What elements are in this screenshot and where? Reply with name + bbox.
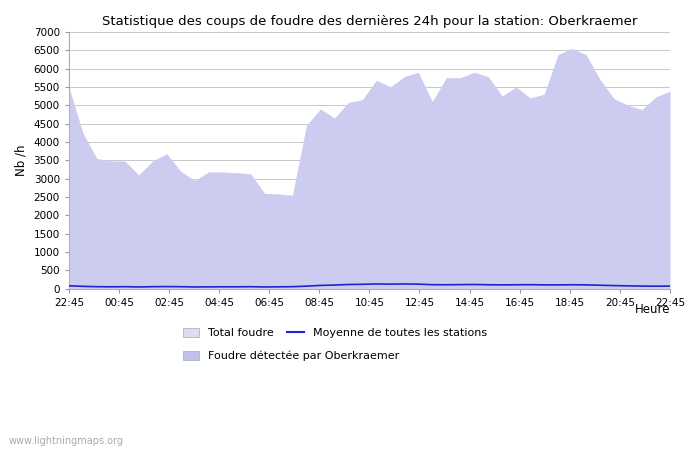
Legend: Foudre détectée par Oberkraemer: Foudre détectée par Oberkraemer bbox=[183, 351, 400, 361]
Y-axis label: Nb /h: Nb /h bbox=[15, 144, 28, 176]
Text: www.lightningmaps.org: www.lightningmaps.org bbox=[8, 436, 123, 446]
Title: Statistique des coups de foudre des dernières 24h pour la station: Oberkraemer: Statistique des coups de foudre des dern… bbox=[102, 15, 637, 28]
Text: Heure: Heure bbox=[634, 303, 670, 316]
